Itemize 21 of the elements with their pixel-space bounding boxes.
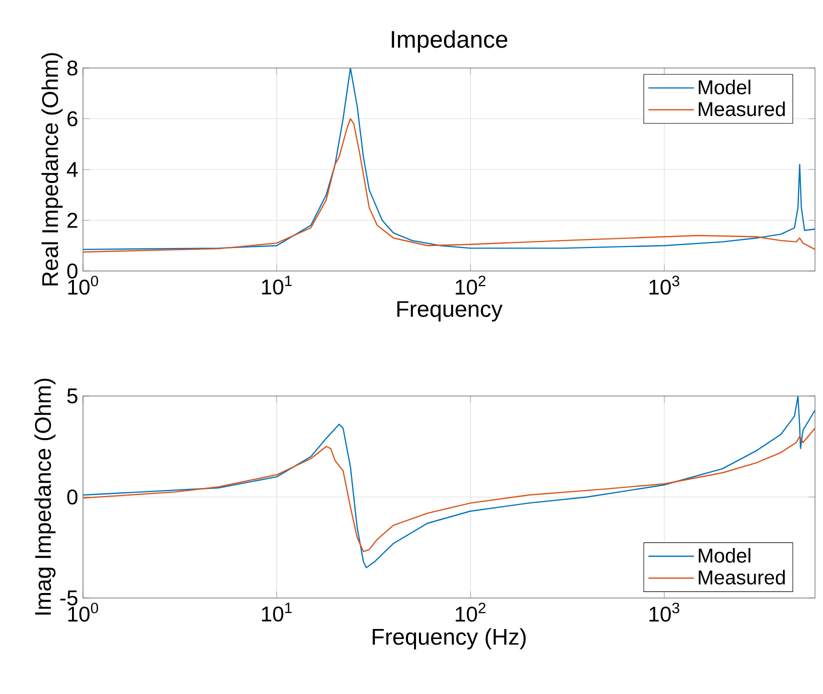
- y-tick-label: 0: [67, 489, 78, 505]
- x-tick-label: 10$^{1}$: [262, 276, 292, 295]
- y-tick-label: 6: [68, 111, 78, 126]
- x-tick-label: 10$^{3}$: [650, 602, 680, 622]
- legend-label: Model: [698, 548, 750, 563]
- y-axis-title: Imag Impedance (Ohm): [34, 378, 56, 615]
- x-axis-title: Frequency: [397, 301, 502, 322]
- x-tick-label: 10$^{2}$: [456, 602, 486, 622]
- y-tick-label: 2: [68, 212, 78, 228]
- y-tick-label: 8: [67, 60, 78, 76]
- legend-label: Measured: [698, 102, 785, 116]
- x-tick-label: 10$^{2}$: [456, 276, 486, 295]
- x-axis-title: Frequency (Hz): [372, 628, 526, 650]
- chart-title: Impedance: [392, 30, 508, 53]
- y-tick-label: 4: [66, 162, 78, 177]
- legend-label: Model: [698, 80, 750, 94]
- x-tick-label: 10$^{3}$: [650, 276, 680, 295]
- y-tick-label: 5: [67, 388, 78, 404]
- y-axis-title: Real Impedance (Ohm): [41, 53, 63, 286]
- x-tick-label: 10$^{1}$: [262, 602, 292, 622]
- legend-label: Measured: [698, 570, 785, 585]
